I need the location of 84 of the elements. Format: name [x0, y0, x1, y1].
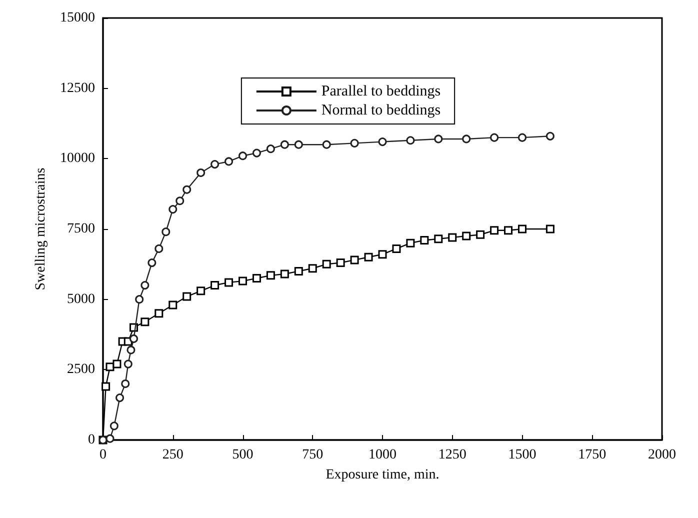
point [168, 205, 178, 214]
point [106, 362, 114, 372]
point [546, 132, 554, 140]
point [350, 256, 359, 264]
x-axis-title: Exposure time, min. [326, 468, 440, 482]
point [106, 434, 114, 443]
point [266, 144, 275, 154]
point [490, 226, 499, 235]
point [252, 274, 261, 282]
point [154, 244, 164, 253]
point [140, 281, 150, 290]
point [308, 264, 317, 273]
x-tick-label: 750 [302, 448, 324, 462]
point [280, 140, 289, 149]
point [434, 234, 443, 244]
point [252, 148, 261, 158]
y-tick-label: 7500 [67, 222, 95, 236]
point [238, 152, 247, 160]
point [392, 244, 401, 253]
legend-label: Parallel to beddings [321, 84, 441, 100]
x-tick-label: 1250 [438, 448, 466, 462]
y-tick-label: 12500 [60, 80, 95, 96]
x-tick-label: 0 [100, 448, 106, 462]
y-axis-title: Swelling microstrains [34, 168, 48, 290]
point [462, 134, 471, 144]
y-tick-label: 10000 [60, 151, 95, 166]
point [162, 228, 170, 236]
legend-label: Normal to beddings [321, 102, 441, 118]
point [121, 379, 130, 388]
point [518, 133, 526, 142]
x-tick-label: 500 [232, 448, 254, 462]
point [182, 185, 192, 194]
point [518, 224, 526, 234]
y-tick-label: 2500 [67, 362, 95, 378]
point [336, 258, 345, 268]
point [224, 278, 234, 287]
point [420, 236, 429, 245]
point [434, 134, 443, 144]
point [112, 360, 122, 368]
point [148, 258, 156, 268]
x-tick-label: 1500 [508, 448, 536, 462]
point [124, 360, 132, 368]
point [140, 318, 150, 326]
point [176, 196, 184, 206]
point [462, 232, 471, 240]
point [238, 276, 247, 286]
point [196, 168, 206, 177]
point [224, 157, 234, 166]
y-tick-label: 0 [88, 432, 95, 448]
point [196, 286, 206, 296]
point [280, 270, 289, 278]
point [378, 250, 387, 259]
point [504, 226, 513, 235]
point [168, 300, 178, 310]
point [490, 133, 499, 142]
point [210, 281, 220, 290]
point [182, 292, 192, 301]
point [110, 422, 118, 430]
point [266, 271, 275, 280]
point [406, 238, 415, 248]
x-tick-label: 250 [162, 448, 184, 462]
point [130, 334, 138, 343]
point [322, 140, 331, 149]
point [476, 230, 485, 239]
point [322, 260, 331, 268]
point [154, 309, 164, 318]
x-tick-label: 1000 [368, 448, 396, 462]
point [116, 394, 124, 402]
x-tick-label: 2000 [648, 448, 676, 462]
point [378, 138, 387, 146]
point [546, 224, 554, 234]
x-tick-label: 1750 [578, 448, 606, 462]
point [406, 136, 415, 145]
point [135, 295, 144, 304]
point [102, 382, 110, 391]
point [126, 346, 136, 354]
point [448, 233, 457, 242]
point [364, 252, 373, 262]
y-tick-label: 5000 [67, 292, 95, 307]
point [210, 160, 220, 169]
point [294, 266, 303, 276]
y-tick-label: 15000 [60, 10, 95, 26]
point [350, 138, 359, 148]
point [294, 140, 303, 149]
